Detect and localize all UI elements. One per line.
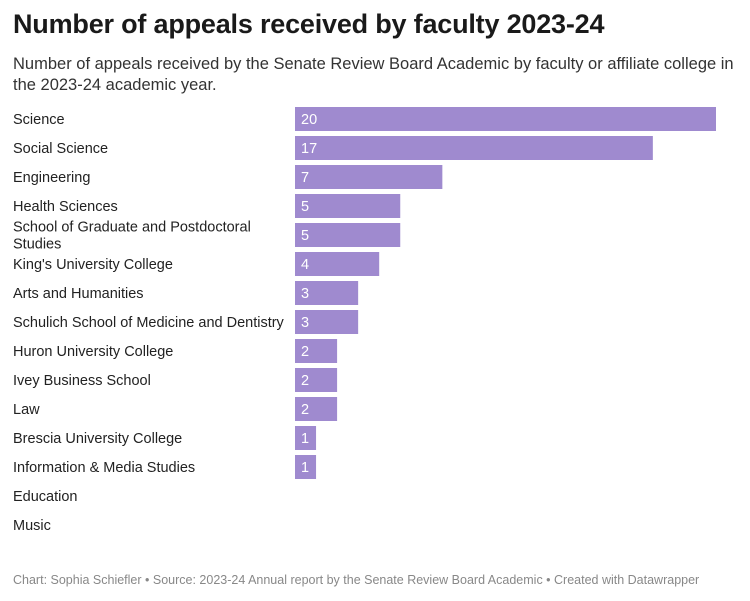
value-label-information-media-studies: 1 [301,460,309,476]
category-label-schulich-school-of-medicine-and-dentistry: Schulich School of Medicine and Dentistr… [13,315,285,331]
bar-king-s-university-college [295,252,380,276]
value-label-health-sciences: 5 [301,199,309,215]
category-label-health-sciences: Health Sciences [13,199,118,215]
category-label-huron-university-college: Huron University College [13,344,173,360]
category-label-music: Music [13,518,51,534]
bar-school-of-graduate-and-postdoctoral-studies [295,223,401,247]
bar-science [295,107,716,131]
bar-arts-and-humanities [295,281,359,305]
bar-chart: Science 20 Social Science 17 Engineering 7 Hea… [13,107,716,534]
category-label-brescia-university-college: Brescia University College [13,431,182,447]
value-label-brescia-university-college: 1 [301,431,309,447]
value-label-social-science: 17 [301,141,317,157]
category-label-information-media-studies: Information & Media Studies [13,460,195,476]
value-label-engineering: 7 [301,170,309,186]
category-label-king-s-university-college: King's University College [13,257,173,273]
category-label-engineering: Engineering [13,170,90,186]
category-label-social-science: Social Science [13,141,108,157]
category-label-science: Science [13,112,65,128]
bar-schulich-school-of-medicine-and-dentistry [295,310,359,334]
value-label-school-of-graduate-and-postdoctoral-studies: 5 [301,228,309,244]
chart-footer: Chart: Sophia Schiefler • Source: 2023-2… [13,573,700,587]
value-label-schulich-school-of-medicine-and-dentistry: 3 [301,315,309,331]
bar-information-media-studies [295,455,317,479]
category-label-education: Education [13,489,78,505]
chart-subtitle: Number of appeals received by the Senate… [13,55,734,94]
value-label-king-s-university-college: 4 [301,257,309,273]
chart-title: Number of appeals received by faculty 20… [13,9,605,39]
value-label-ivey-business-school: 2 [301,373,309,389]
value-label-huron-university-college: 2 [301,344,309,360]
category-label-ivey-business-school: Ivey Business School [13,373,151,389]
bar-engineering [295,165,443,189]
bar-brescia-university-college [295,426,317,450]
value-label-science: 20 [301,112,317,128]
category-label-law: Law [13,402,40,418]
value-label-law: 2 [301,402,309,418]
bar-social-science [295,136,653,160]
value-label-arts-and-humanities: 3 [301,286,309,302]
bar-health-sciences [295,194,401,218]
category-label-school-of-graduate-and-postdoctoral-studies: School of Graduate and Postdoctoral Studi… [13,220,251,253]
category-label-arts-and-humanities: Arts and Humanities [13,286,144,302]
bar-law [295,397,338,421]
bar-huron-university-college [295,339,338,363]
bar-ivey-business-school [295,368,338,392]
